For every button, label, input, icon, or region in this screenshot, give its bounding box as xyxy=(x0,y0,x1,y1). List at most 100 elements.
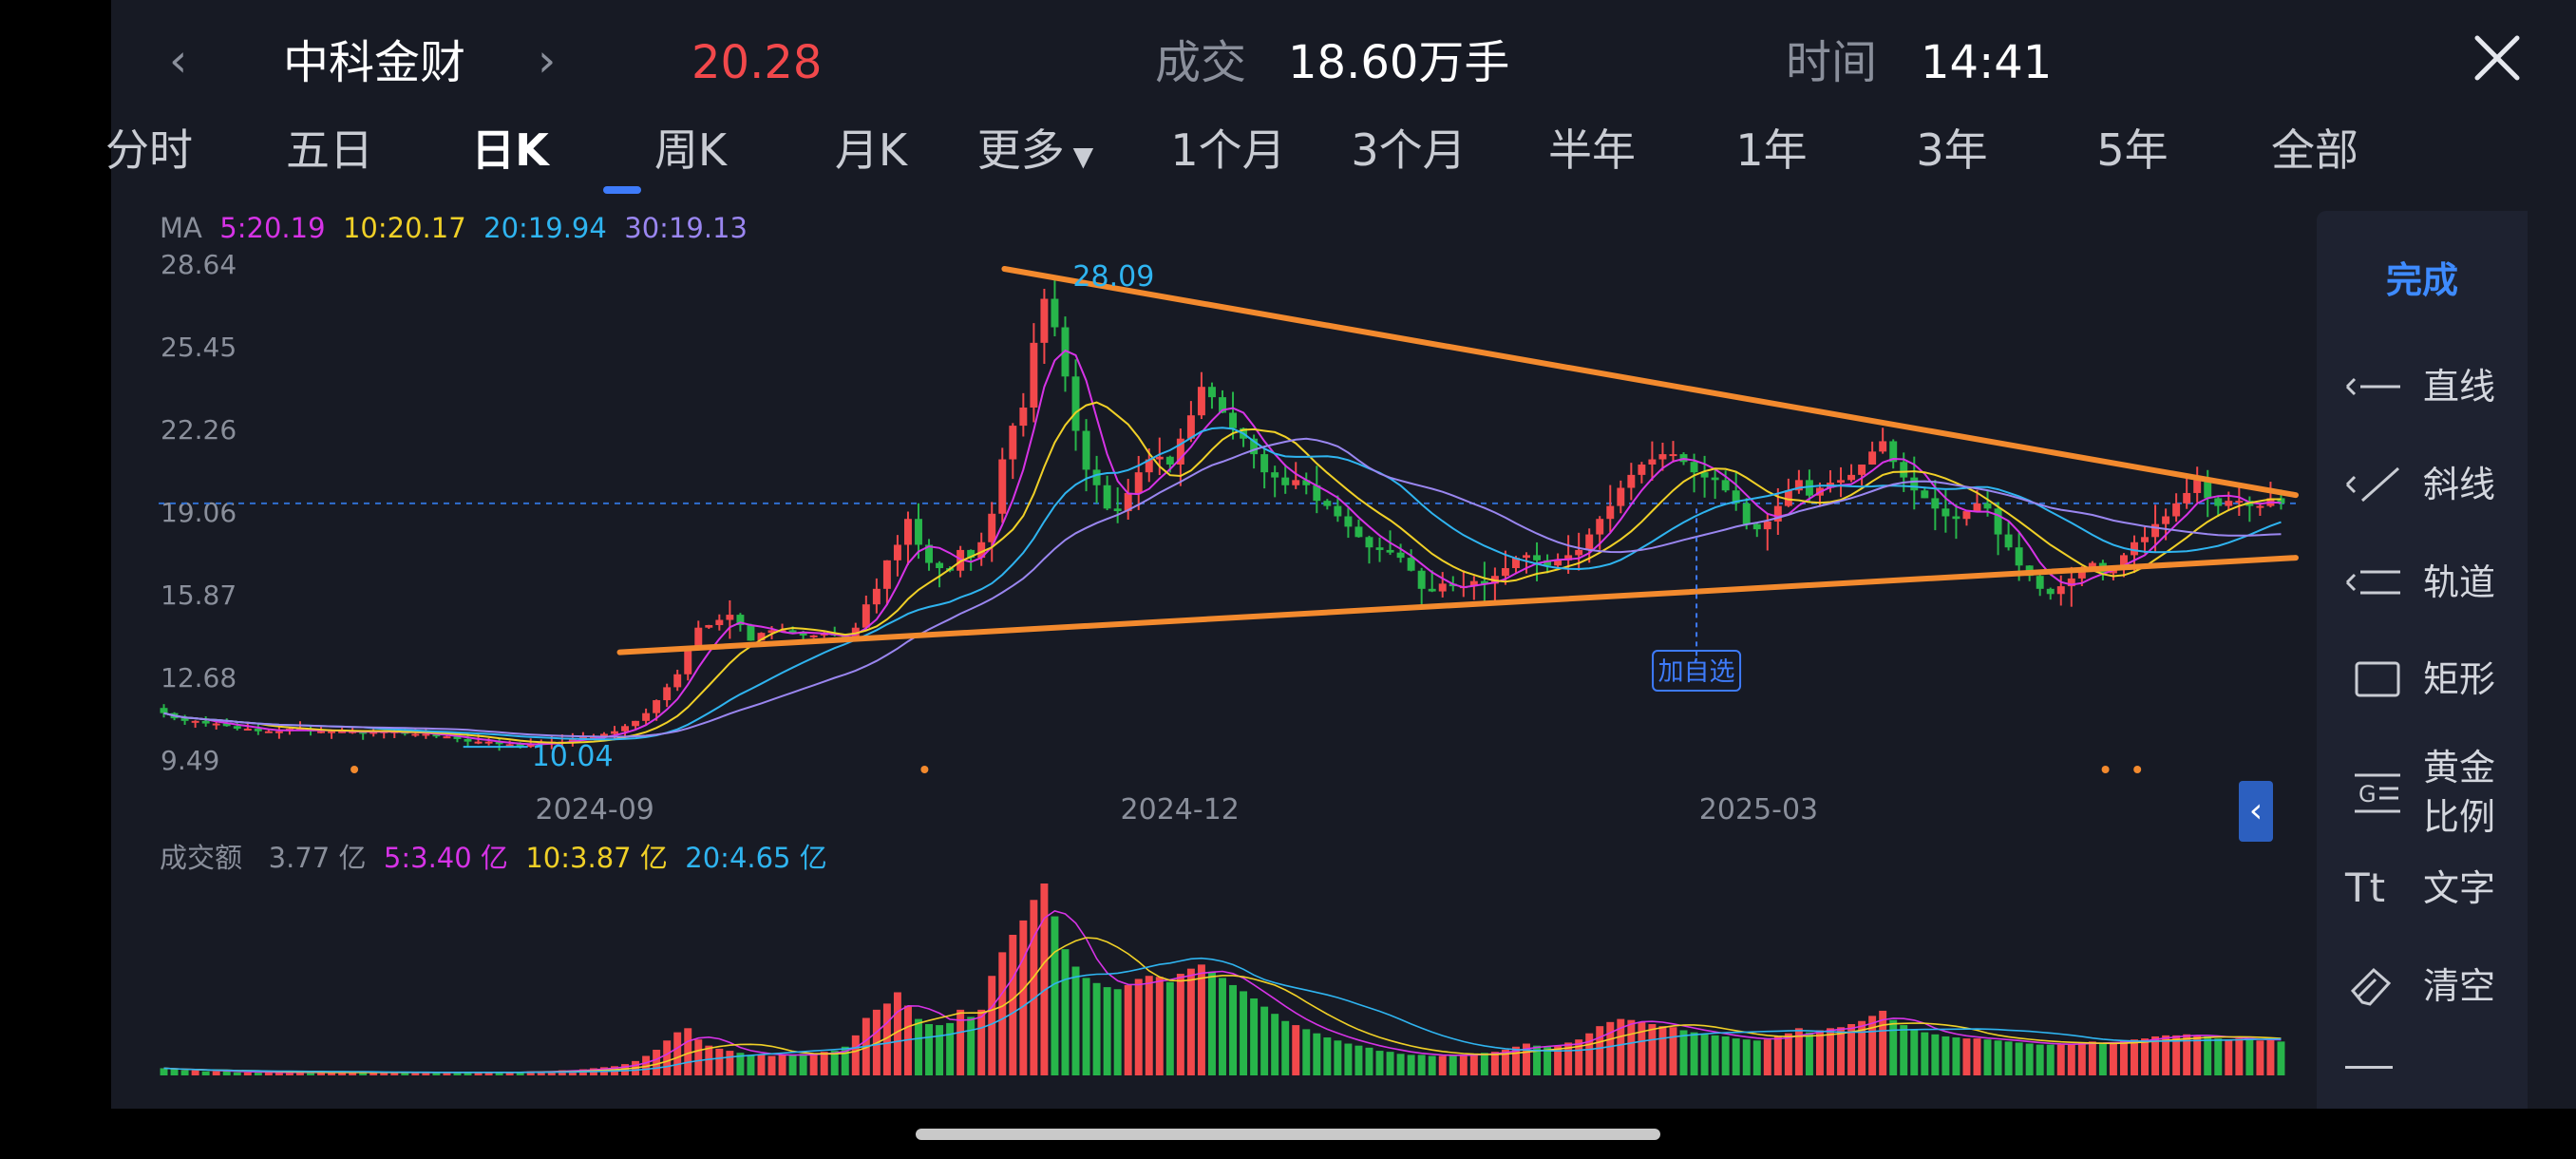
volume-bar xyxy=(1690,1032,1698,1075)
candle-body xyxy=(160,708,168,713)
candle-body xyxy=(1260,454,1269,473)
volume-bar xyxy=(1815,1030,1824,1075)
volume-bar xyxy=(1092,982,1101,1075)
candle-body xyxy=(578,736,587,739)
close-icon[interactable] xyxy=(2472,32,2523,84)
candle-body xyxy=(222,723,231,727)
volume-bar xyxy=(2225,1039,2233,1075)
tool-golden-ratio[interactable]: G 黄金 比例 xyxy=(2317,743,2528,847)
candle-body xyxy=(2004,534,2013,548)
y-tick-label: 12.68 xyxy=(161,662,237,694)
volume-bar xyxy=(1847,1023,1856,1075)
volume-bar xyxy=(778,1054,786,1075)
candle-body xyxy=(694,627,703,649)
volume-bar xyxy=(1240,991,1248,1075)
volume-bar xyxy=(170,1069,179,1075)
volume-bar xyxy=(422,1072,430,1075)
candle-body xyxy=(243,729,252,732)
forward-arrow-icon[interactable]: › xyxy=(538,34,557,87)
tab-1-year[interactable]: 1年 xyxy=(1735,124,1808,176)
candle-body xyxy=(1281,477,1290,485)
volume-bar xyxy=(1197,964,1205,1075)
collapse-panel-button[interactable]: ‹ xyxy=(2239,781,2273,842)
tab-3-months[interactable]: 3个月 xyxy=(1351,124,1467,176)
candle-body xyxy=(1994,508,2002,535)
tab-minute[interactable]: 分时 xyxy=(105,124,193,176)
candle-body xyxy=(1165,456,1174,465)
ma30-value: 30:19.13 xyxy=(624,212,748,244)
volume-bar xyxy=(830,1051,839,1075)
tab-five-day[interactable]: 五日 xyxy=(286,124,373,176)
tab-daily-k[interactable]: 日K xyxy=(471,124,549,176)
volume-bar xyxy=(1658,1026,1667,1075)
x-tick-label: 2025-03 xyxy=(1699,793,1818,826)
volume-bar xyxy=(401,1072,409,1075)
volume-bar xyxy=(328,1072,336,1075)
volume-bar xyxy=(1469,1054,1478,1075)
tab-monthly-k[interactable]: 月K xyxy=(834,124,908,176)
candle-body xyxy=(736,615,745,625)
back-arrow-icon[interactable]: ‹ xyxy=(169,34,188,87)
volume-bar xyxy=(882,1003,891,1075)
volume-legend: 成交额 3.77 亿 5:3.40 亿 10:3.87 亿 20:4.65 亿 xyxy=(160,839,827,877)
candle-body xyxy=(1501,568,1509,577)
volume-bar xyxy=(2245,1039,2254,1075)
tab-all[interactable]: 全部 xyxy=(2271,124,2358,176)
tab-more[interactable]: 更多 ▼ xyxy=(977,122,1093,185)
candle-body xyxy=(338,731,347,733)
volume-bar xyxy=(201,1071,210,1075)
volume-bar xyxy=(1679,1030,1688,1075)
volume-bar xyxy=(1229,984,1238,1075)
volume-bar xyxy=(1260,1006,1269,1075)
volume-bar xyxy=(1061,949,1070,1075)
tool-text[interactable]: Tt 文字 xyxy=(2317,866,2528,942)
candle-body xyxy=(1365,537,1373,548)
tool-channel[interactable]: 轨道 xyxy=(2317,560,2528,636)
candle-body xyxy=(1910,477,1919,491)
volume-bar xyxy=(2077,1042,2086,1075)
volume-bar xyxy=(526,1071,535,1075)
candle-body xyxy=(1197,387,1205,416)
tab-3-years[interactable]: 3年 xyxy=(1916,124,1988,176)
volume-bar xyxy=(254,1072,262,1075)
volume-bar xyxy=(1752,1040,1761,1075)
tool-clear[interactable]: 清空 xyxy=(2317,964,2528,1040)
candle-body xyxy=(715,619,724,625)
candle-body xyxy=(1428,588,1436,592)
period-tabs: 分时 五日 日K 周K 月K 更多 ▼ 1个月 3个月 半年 1年 3年 5年 … xyxy=(0,122,2465,179)
tab-half-year[interactable]: 半年 xyxy=(1548,124,1636,176)
candle-body xyxy=(977,542,986,559)
time-label: 时间 xyxy=(1786,36,1878,89)
volume-bar xyxy=(516,1072,524,1075)
volume-prefix: 成交额 xyxy=(160,842,243,874)
candle-body xyxy=(317,731,326,733)
candle-body xyxy=(1700,472,1709,478)
tab-1-month[interactable]: 1个月 xyxy=(1170,124,1286,176)
tool-diagonal-line[interactable]: 斜线 xyxy=(2317,463,2528,539)
y-tick-label: 19.06 xyxy=(161,497,237,528)
volume-bar xyxy=(2046,1044,2055,1075)
kline-chart[interactable]: 28.64 25.45 22.26 19.06 15.87 12.68 9.49 2024-0… xyxy=(111,0,2315,1109)
tab-weekly-k[interactable]: 周K xyxy=(653,124,728,176)
candle-body xyxy=(516,744,524,748)
y-tick-label: 9.49 xyxy=(161,745,219,776)
volume-bar xyxy=(1511,1046,1520,1075)
candle-body xyxy=(2036,576,2044,589)
candle-body xyxy=(893,544,901,560)
candle-body xyxy=(1186,415,1195,439)
volume-bar xyxy=(967,1016,975,1075)
candle-body xyxy=(474,741,483,744)
candle-body xyxy=(1805,480,1813,496)
candle-body xyxy=(642,712,651,721)
candle-body xyxy=(632,720,640,727)
tool-straight-line[interactable]: 直线 xyxy=(2317,365,2528,441)
candle-body xyxy=(663,687,672,701)
tab-5-years[interactable]: 5年 xyxy=(2096,124,2169,176)
tool-rectangle[interactable]: 矩形 xyxy=(2317,657,2528,733)
text-icon: Tt xyxy=(2345,864,2386,911)
done-button[interactable]: 完成 xyxy=(2385,259,2458,301)
candle-body xyxy=(925,544,934,563)
volume-ma20-line xyxy=(163,957,2282,1074)
y-tick-label: 25.45 xyxy=(161,332,237,363)
candle-body xyxy=(621,726,630,732)
